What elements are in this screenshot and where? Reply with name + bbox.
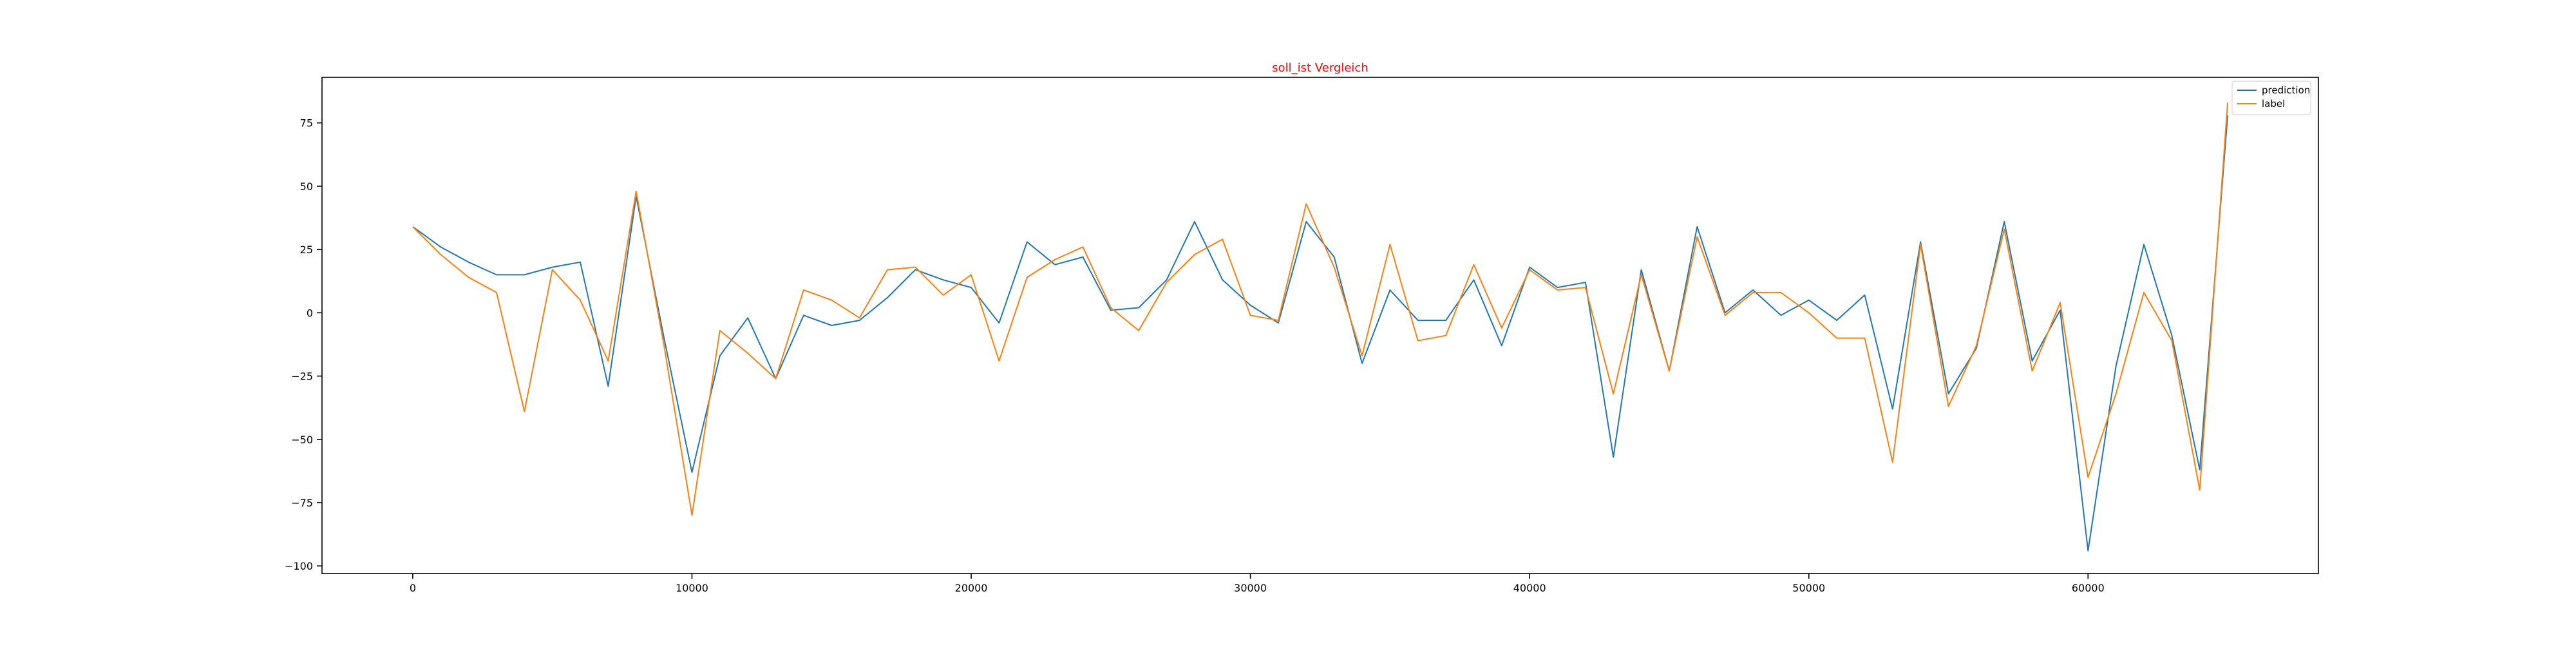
legend-label-label: label bbox=[2262, 98, 2285, 110]
x-axis: 0 10000 20000 30000 40000 50000 60000 bbox=[410, 574, 2105, 594]
y-tick-label: −75 bbox=[291, 497, 313, 509]
y-tick-label: 0 bbox=[307, 307, 313, 319]
y-tick-label: −25 bbox=[291, 371, 313, 383]
x-tick-label: 50000 bbox=[1792, 582, 1825, 594]
y-tick-label: 50 bbox=[300, 180, 313, 193]
chart-title: soll_ist Vergleich bbox=[1272, 61, 1368, 75]
series-line-prediction bbox=[412, 115, 2229, 552]
y-tick-label: −100 bbox=[285, 560, 313, 572]
y-tick-label: 75 bbox=[300, 117, 313, 130]
series-line-label bbox=[412, 102, 2229, 516]
legend: prediction label bbox=[2231, 81, 2311, 115]
y-tick-label: −50 bbox=[291, 434, 313, 446]
x-tick-label: 20000 bbox=[955, 582, 988, 594]
x-tick-label: 30000 bbox=[1234, 582, 1267, 594]
x-tick-label: 60000 bbox=[2072, 582, 2105, 594]
y-tick-label: 25 bbox=[300, 244, 313, 256]
legend-label-prediction: prediction bbox=[2262, 84, 2310, 96]
x-tick-label: 10000 bbox=[676, 582, 708, 594]
y-axis: −100 −75 −50 −25 0 25 50 75 bbox=[285, 117, 322, 572]
x-tick-label: 40000 bbox=[1513, 582, 1546, 594]
plot-frame bbox=[321, 77, 2319, 574]
x-tick-label: 0 bbox=[410, 582, 416, 594]
series-layer bbox=[412, 102, 2229, 552]
